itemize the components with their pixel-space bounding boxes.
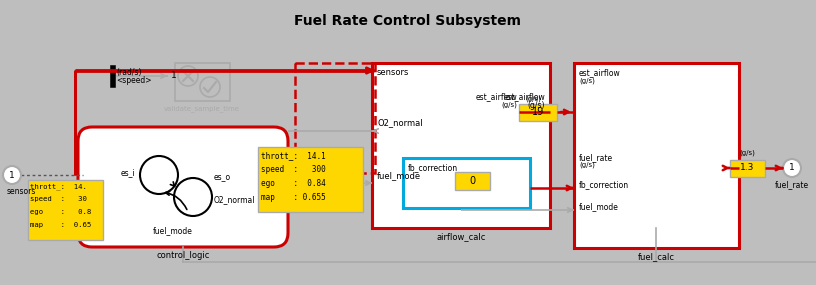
Text: est_airflow: est_airflow (579, 68, 621, 77)
Text: O2_normal: O2_normal (377, 118, 423, 127)
Circle shape (140, 156, 178, 194)
Text: fb_correction: fb_correction (408, 163, 458, 172)
Text: 1: 1 (789, 164, 795, 172)
Text: est_airflow: est_airflow (503, 92, 545, 101)
Circle shape (783, 159, 801, 177)
Text: fuel_calc: fuel_calc (637, 252, 675, 261)
Text: fuel_mode: fuel_mode (579, 202, 619, 211)
Circle shape (200, 77, 220, 97)
Text: airflow_calc: airflow_calc (437, 232, 486, 241)
Text: 1: 1 (9, 170, 15, 180)
Circle shape (178, 66, 198, 86)
Text: (rad/s): (rad/s) (116, 68, 141, 77)
Text: thrott_:  14.1: thrott_: 14.1 (261, 151, 326, 160)
Text: fuel_rate: fuel_rate (579, 153, 613, 162)
Text: O2_normal: O2_normal (214, 196, 255, 205)
Text: speed  :   300: speed : 300 (261, 165, 326, 174)
Text: control_logic: control_logic (157, 251, 210, 260)
Text: fuel_rate: fuel_rate (775, 180, 809, 189)
Text: (g/s): (g/s) (739, 150, 755, 156)
Text: Fuel Rate Control Subsystem: Fuel Rate Control Subsystem (295, 14, 521, 28)
Text: 19: 19 (532, 107, 544, 117)
Text: fuel_mode: fuel_mode (377, 171, 421, 180)
Text: fuel_mode: fuel_mode (153, 226, 193, 235)
Text: 1.3: 1.3 (740, 164, 754, 172)
Text: (g/s): (g/s) (579, 77, 595, 84)
Text: map    :  0.65: map : 0.65 (30, 222, 91, 228)
FancyBboxPatch shape (730, 160, 765, 177)
Text: ego    :   0.8: ego : 0.8 (30, 209, 91, 215)
Text: thrott_:  14.: thrott_: 14. (30, 183, 86, 190)
Text: es_o: es_o (214, 172, 231, 182)
Circle shape (3, 166, 21, 184)
Text: ego    :  0.84: ego : 0.84 (261, 179, 326, 188)
Text: (g/s): (g/s) (579, 162, 595, 168)
Text: (g/s): (g/s) (501, 101, 517, 107)
Text: map    : 0.655: map : 0.655 (261, 193, 326, 202)
Text: sensors: sensors (7, 187, 37, 196)
Circle shape (174, 178, 212, 216)
Text: validate_sample_time: validate_sample_time (164, 105, 240, 112)
FancyBboxPatch shape (519, 104, 557, 121)
FancyBboxPatch shape (455, 172, 490, 190)
FancyBboxPatch shape (403, 158, 530, 208)
Text: (g/s): (g/s) (525, 95, 541, 101)
FancyBboxPatch shape (258, 147, 363, 212)
Text: sensors: sensors (377, 68, 410, 77)
Text: (g/s): (g/s) (527, 101, 545, 110)
Text: <speed>: <speed> (116, 76, 152, 85)
FancyBboxPatch shape (28, 180, 103, 240)
Text: speed  :   30: speed : 30 (30, 196, 86, 202)
FancyBboxPatch shape (372, 63, 550, 228)
Text: 1: 1 (171, 72, 177, 80)
FancyBboxPatch shape (78, 127, 288, 247)
FancyBboxPatch shape (175, 63, 230, 101)
Text: est_airflow: est_airflow (475, 92, 517, 101)
Text: 0: 0 (469, 176, 475, 186)
Text: es_i: es_i (120, 168, 135, 178)
Text: fb_correction: fb_correction (579, 180, 629, 189)
FancyBboxPatch shape (574, 63, 739, 248)
